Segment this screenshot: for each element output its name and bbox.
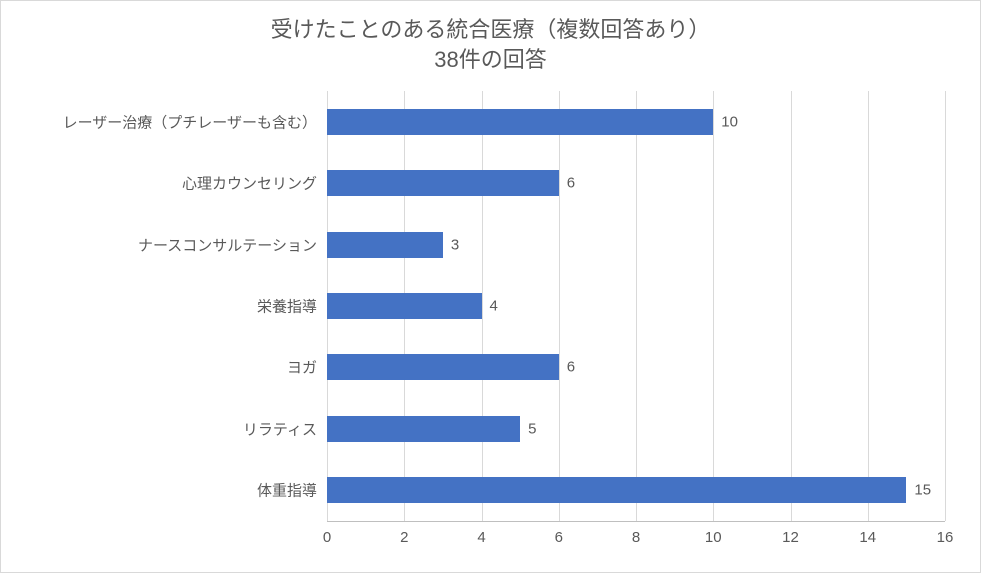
plot-area: 024681012141610レーザー治療（プチレーザーも含む）6心理カウンセリ… [327,91,945,521]
x-tick-label: 10 [705,529,722,546]
category-label: 体重指導 [257,480,317,501]
bar-value-label: 4 [490,297,498,314]
gridline [791,91,792,521]
x-axis-line [327,521,945,522]
category-label: 栄養指導 [257,295,317,316]
bar-value-label: 10 [721,113,738,130]
x-tick-label: 6 [555,529,563,546]
bar [327,354,559,380]
bar [327,477,906,503]
gridline [868,91,869,521]
gridline [713,91,714,521]
bar-value-label: 15 [914,482,931,499]
chart-container: 受けたことのある統合医療（複数回答あり） 38件の回答 0 2 4 6 8 10 12 14 1… [0,0,981,573]
category-label: ナースコンサルテーション [138,234,317,255]
x-tick-label: 4 [477,529,485,546]
gridline [636,91,637,521]
gridline [482,91,483,521]
x-tick-label: 16 [937,529,954,546]
x-tick-label: 0 [323,529,331,546]
category-label: リラティス [243,418,317,439]
x-tick-label: 14 [859,529,876,546]
bar [327,416,520,442]
bar-value-label: 6 [567,175,575,192]
x-tick-label: 8 [632,529,640,546]
chart-title-block: 受けたことのある統合医療（複数回答あり） 38件の回答 [1,1,980,74]
bar [327,109,713,135]
x-tick-label: 12 [782,529,799,546]
chart-title-line1: 受けたことのある統合医療（複数回答あり） [1,15,980,45]
bar-value-label: 6 [567,359,575,376]
bar-value-label: 5 [528,420,536,437]
bar [327,293,482,319]
bar-value-label: 3 [451,236,459,253]
x-tick-label: 2 [400,529,408,546]
bar [327,232,443,258]
bar [327,170,559,196]
gridline [945,91,946,521]
category-label: レーザー治療（プチレーザーも含む） [63,111,317,132]
gridline [559,91,560,521]
chart-title-line2: 38件の回答 [1,45,980,75]
category-label: ヨガ [287,357,317,378]
category-label: 心理カウンセリング [182,173,317,194]
